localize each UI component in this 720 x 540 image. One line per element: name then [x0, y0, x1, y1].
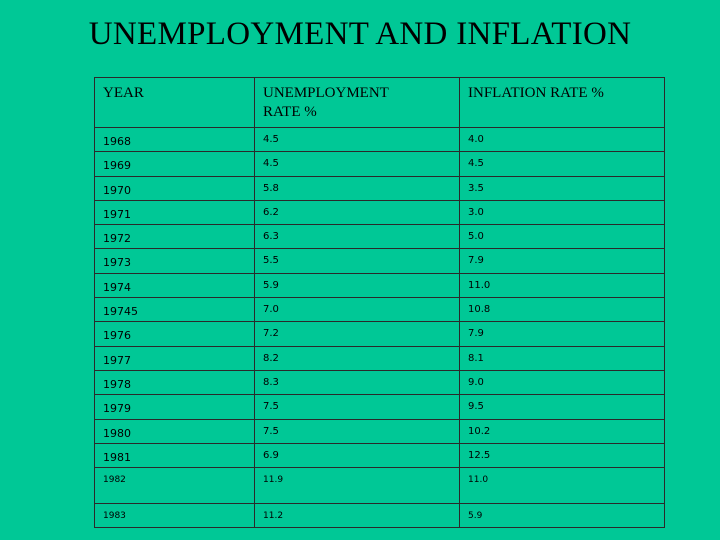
cell-unemployment-rate: 7.5 [254, 394, 460, 420]
cell-inflation-rate: 12.5 [459, 442, 665, 469]
cell-inflation-rate: 7.9 [459, 248, 665, 274]
cell-inflation-rate: 3.0 [459, 199, 665, 226]
table-row: 1983 11.2 5.9 [94, 503, 665, 529]
table-row: 1976 7.2 7.9 [94, 321, 665, 347]
table-row: 1972 6.3 5.0 [94, 224, 665, 250]
cell-inflation-rate: 7.9 [459, 321, 665, 347]
table-row: 1968 4.5 4.0 [94, 126, 665, 153]
table-row: 1971 6.2 3.0 [94, 199, 665, 226]
cell-year: 1974 [94, 272, 255, 299]
cell-unemployment-rate: 11.2 [254, 503, 460, 529]
cell-year: 1977 [94, 345, 255, 371]
cell-unemployment-rate: 8.3 [254, 369, 460, 396]
cell-year: 19745 [94, 297, 255, 323]
cell-unemployment-rate: 5.5 [254, 248, 460, 274]
cell-year: 1971 [94, 199, 255, 226]
cell-inflation-rate: 4.5 [459, 151, 665, 177]
cell-unemployment-rate: 5.9 [254, 272, 460, 299]
cell-inflation-rate: 11.0 [459, 467, 665, 505]
table-header-row: YEAR UNEMPLOYMENT RATE % INFLATION RATE … [94, 77, 665, 128]
table-row: 1982 11.9 11.0 [94, 467, 665, 505]
table-row: 1969 4.5 4.5 [94, 151, 665, 177]
cell-inflation-rate: 11.0 [459, 272, 665, 299]
cell-inflation-rate: 9.5 [459, 394, 665, 420]
table-row: 1977 8.2 8.1 [94, 345, 665, 371]
table-row: 1970 5.8 3.5 [94, 175, 665, 201]
cell-year: 1981 [94, 442, 255, 469]
table-row: 1981 6.9 12.5 [94, 442, 665, 469]
cell-inflation-rate: 9.0 [459, 369, 665, 396]
data-table-container: YEAR UNEMPLOYMENT RATE % INFLATION RATE … [94, 77, 665, 529]
table-row: 1978 8.3 9.0 [94, 369, 665, 396]
table-row: 19745 7.0 10.8 [94, 297, 665, 323]
cell-year: 1970 [94, 175, 255, 201]
cell-year: 1976 [94, 321, 255, 347]
cell-inflation-rate: 3.5 [459, 175, 665, 201]
cell-unemployment-rate: 6.9 [254, 442, 460, 469]
table-row: 1973 5.5 7.9 [94, 248, 665, 274]
cell-year: 1980 [94, 418, 255, 444]
cell-inflation-rate: 5.0 [459, 224, 665, 250]
header-unemployment-rate: UNEMPLOYMENT RATE % [254, 77, 460, 128]
cell-unemployment-rate: 4.5 [254, 151, 460, 177]
header-year: YEAR [94, 77, 255, 128]
unemployment-inflation-table: YEAR UNEMPLOYMENT RATE % INFLATION RATE … [94, 77, 665, 529]
slide-title: UNEMPLOYMENT AND INFLATION [88, 16, 632, 52]
cell-inflation-rate: 8.1 [459, 345, 665, 371]
cell-unemployment-rate: 6.2 [254, 199, 460, 226]
cell-year: 1979 [94, 394, 255, 420]
cell-inflation-rate: 10.2 [459, 418, 665, 444]
cell-inflation-rate: 5.9 [459, 503, 665, 529]
cell-unemployment-rate: 4.5 [254, 126, 460, 153]
cell-year: 1978 [94, 369, 255, 396]
cell-unemployment-rate: 8.2 [254, 345, 460, 371]
cell-inflation-rate: 10.8 [459, 297, 665, 323]
cell-year: 1968 [94, 126, 255, 153]
header-inflation-rate: INFLATION RATE % [459, 77, 665, 128]
cell-unemployment-rate: 7.0 [254, 297, 460, 323]
cell-unemployment-rate: 5.8 [254, 175, 460, 201]
cell-year: 1972 [94, 224, 255, 250]
table-body: 1968 4.5 4.0 1969 4.5 4.5 1970 5.8 3.5 1971 6.2 3.0… [94, 126, 665, 529]
cell-year: 1973 [94, 248, 255, 274]
table-row: 1974 5.9 11.0 [94, 272, 665, 299]
table-row: 1980 7.5 10.2 [94, 418, 665, 444]
cell-year: 1983 [94, 503, 255, 529]
cell-unemployment-rate: 7.2 [254, 321, 460, 347]
cell-inflation-rate: 4.0 [459, 126, 665, 153]
cell-unemployment-rate: 11.9 [254, 467, 460, 505]
cell-unemployment-rate: 7.5 [254, 418, 460, 444]
cell-year: 1969 [94, 151, 255, 177]
cell-unemployment-rate: 6.3 [254, 224, 460, 250]
cell-year: 1982 [94, 467, 255, 505]
table-row: 1979 7.5 9.5 [94, 394, 665, 420]
